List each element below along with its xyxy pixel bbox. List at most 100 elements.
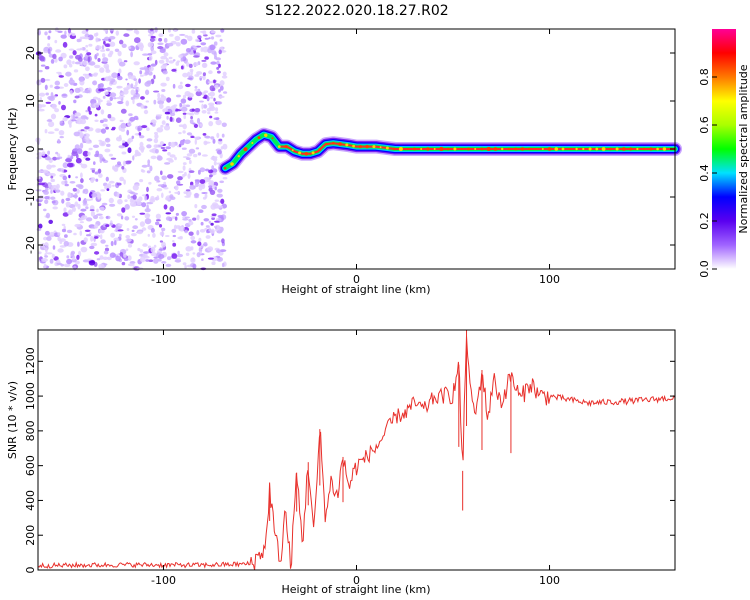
noise-blob: [209, 91, 216, 97]
noise-blob: [67, 192, 72, 198]
noise-blob: [53, 256, 59, 261]
ridge-speckle: [251, 142, 254, 144]
noise-blob: [101, 45, 105, 50]
noise-blob: [203, 104, 208, 109]
noise-blob: [73, 69, 79, 73]
colorbar-ticks: 0.0 0.2 0.4 0.6 0.8: [698, 68, 717, 278]
noise-blob: [171, 228, 177, 233]
noise-blob: [69, 123, 72, 128]
noise-blob: [68, 174, 71, 179]
noise-blob: [54, 39, 58, 44]
noise-blob: [194, 74, 200, 77]
noise-blob: [219, 180, 224, 184]
noise-blob: [201, 103, 204, 110]
noise-blob: [216, 225, 221, 231]
noise-blob: [165, 263, 172, 267]
ridge-speckle: [622, 147, 626, 151]
noise-blob: [57, 138, 60, 144]
noise-blob: [189, 119, 194, 125]
noise-blob: [154, 134, 159, 139]
colorbar-tick-label: 0.0: [698, 260, 711, 278]
noise-blob: [103, 118, 108, 122]
noise-blob: [209, 44, 216, 51]
noise-blob: [134, 37, 141, 44]
noise-blob: [83, 36, 90, 40]
noise-blob: [77, 148, 83, 155]
noise-blob: [218, 49, 222, 55]
noise-blob: [214, 199, 220, 202]
noise-blob: [139, 141, 144, 148]
noise-blob: [57, 30, 63, 33]
noise-blob: [88, 260, 96, 266]
noise-blob: [80, 178, 84, 184]
noise-blob: [141, 202, 147, 208]
noise-blob: [199, 179, 206, 184]
noise-blob: [201, 204, 207, 210]
noise-blob: [124, 204, 130, 210]
noise-blob: [204, 56, 209, 60]
noise-blob: [202, 62, 207, 68]
ridge-speckle: [501, 147, 504, 151]
noise-blob: [174, 35, 181, 42]
noise-blob: [45, 187, 49, 191]
noise-blob: [208, 37, 211, 40]
noise-blob: [50, 164, 56, 168]
noise-blob: [201, 154, 208, 157]
noise-blob: [150, 31, 154, 37]
noise-blob: [218, 89, 221, 93]
noise-blob: [48, 183, 51, 188]
noise-blob: [132, 194, 137, 200]
noise-blob: [50, 59, 55, 64]
ridge-speckle: [311, 151, 315, 155]
noise-blob: [131, 203, 137, 207]
noise-blob: [61, 228, 67, 233]
noise-blob: [47, 150, 50, 155]
noise-blob: [98, 173, 103, 178]
noise-blob: [35, 189, 42, 192]
noise-blob: [191, 29, 196, 34]
noise-blob: [111, 72, 118, 79]
noise-blob: [100, 189, 106, 192]
colorbar-tick-label: 0.4: [698, 164, 711, 182]
noise-blob: [147, 80, 152, 85]
noise-blob: [216, 101, 223, 105]
noise-blob: [60, 52, 67, 59]
noise-blob: [107, 75, 112, 81]
noise-blob: [69, 181, 76, 184]
noise-blob: [178, 225, 181, 231]
snr-fine-noise: [269, 330, 512, 521]
noise-blob: [77, 241, 80, 247]
noise-blob: [125, 235, 130, 239]
noise-blob: [172, 242, 177, 247]
noise-blob: [161, 192, 164, 199]
noise-blob: [221, 75, 228, 79]
noise-blob: [60, 263, 64, 267]
noise-blob: [46, 164, 52, 170]
snr-ytick-label: 0: [24, 567, 37, 574]
noise-blob: [65, 201, 71, 207]
noise-blob: [145, 259, 150, 262]
ridge-speckle: [352, 144, 355, 148]
noise-blob: [106, 102, 112, 106]
noise-blob: [143, 251, 150, 254]
noise-blob: [136, 198, 140, 204]
noise-blob: [218, 63, 221, 68]
noise-blob: [188, 159, 192, 165]
noise-blob: [103, 250, 109, 255]
noise-blob: [97, 194, 101, 200]
ridge-speckle: [595, 147, 599, 151]
noise-blob: [102, 95, 106, 99]
noise-blob: [94, 236, 99, 239]
noise-blob: [76, 254, 80, 260]
noise-blob: [175, 212, 179, 216]
noise-blob: [155, 114, 163, 117]
noise-blob: [215, 34, 222, 38]
ridge-speckle: [446, 147, 450, 151]
noise-blob: [127, 123, 132, 127]
noise-blob: [97, 168, 102, 174]
noise-blob: [113, 97, 117, 100]
noise-blob: [82, 199, 88, 205]
noise-blob: [196, 117, 201, 124]
noise-blob: [208, 169, 214, 174]
